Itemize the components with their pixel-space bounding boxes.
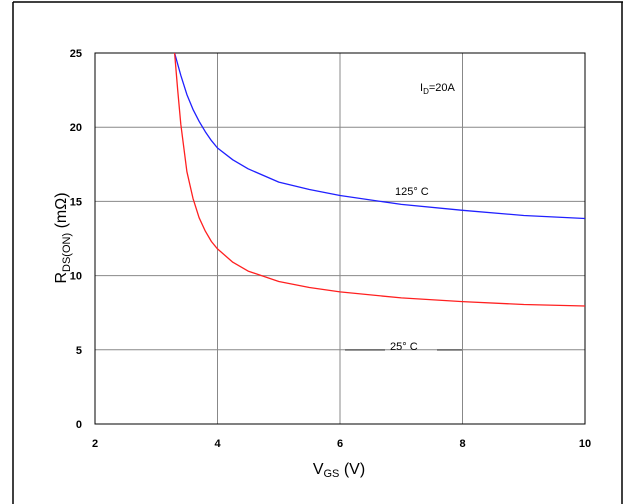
x-axis-label: VGS (V) [313, 461, 365, 480]
y-axis-label-sub: DS(ON) [61, 233, 73, 272]
grid [94, 52, 586, 425]
plot-border [94, 52, 586, 425]
series-line-25c [173, 52, 586, 307]
x-axis-label-unit: (V) [339, 461, 365, 478]
y-tick-label: 5 [76, 345, 82, 357]
y-tick-label: 20 [70, 122, 82, 134]
condition-annotation-sub: D [423, 87, 429, 96]
y-axis-label-unit: (mΩ) [53, 192, 70, 232]
x-tick-label: 4 [214, 438, 221, 450]
x-tick-label: 6 [337, 438, 343, 450]
y-tick-label: 15 [70, 196, 82, 208]
x-tick-label: 10 [579, 438, 591, 450]
condition-annotation-rest: =20A [429, 82, 456, 94]
condition-annotation-main: I [420, 82, 423, 94]
y-tick-labels: 0 5 10 15 20 25 [70, 48, 82, 431]
series-label-25c: 25° C [390, 341, 418, 353]
series-group [173, 52, 586, 307]
y-tick-label: 10 [70, 271, 82, 283]
y-tick-label: 25 [70, 48, 82, 60]
y-axis-label: RDS(ON) (mΩ) [53, 192, 73, 283]
x-tick-labels: 2 4 6 8 10 [92, 438, 591, 450]
x-tick-label: 2 [92, 438, 98, 450]
x-axis-label-main: V [313, 461, 324, 478]
y-tick-label: 0 [76, 419, 82, 431]
x-axis-label-sub: GS [323, 468, 339, 480]
series-label-125c: 125° C [395, 186, 429, 198]
series-line-125c [173, 52, 586, 220]
condition-annotation: ID=20A [420, 82, 456, 96]
x-tick-label: 8 [459, 438, 465, 450]
y-axis-label-main: R [53, 272, 70, 284]
